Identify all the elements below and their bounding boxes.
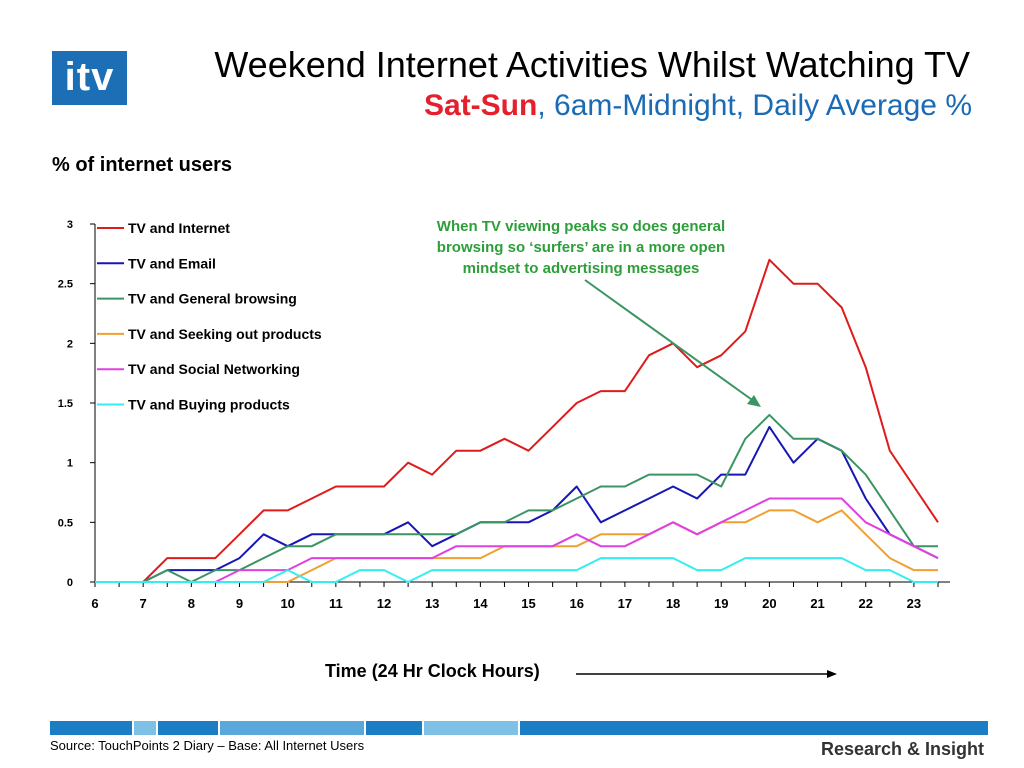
series-line-6 [95, 557, 938, 583]
y-tick-label: 1 [67, 458, 73, 470]
chart-annotation: When TV viewing peaks so does general br… [436, 218, 726, 277]
x-tick-label: 10 [280, 596, 294, 611]
chart-series [95, 258, 939, 583]
x-tick-label: 20 [762, 596, 776, 611]
x-tick-label: 15 [521, 596, 535, 611]
y-tick-label: 2.5 [58, 279, 73, 291]
legend-label: TV and Internet [128, 220, 230, 236]
y-tick-label: 3 [67, 219, 73, 231]
legend-label: TV and Email [128, 255, 216, 271]
series-line-3 [95, 413, 938, 583]
series-line-5 [95, 497, 939, 583]
x-tick-label: 16 [569, 596, 583, 611]
x-tick-label: 6 [91, 596, 98, 611]
legend-label: TV and Buying products [128, 397, 290, 413]
annotation-arrow [584, 279, 761, 407]
x-tick-label: 21 [810, 596, 824, 611]
x-tick-label: 14 [473, 596, 488, 611]
x-tick-label: 18 [666, 596, 680, 611]
chart-legend: TV and Internet TV and Email TV and Genera… [97, 220, 322, 413]
x-tick-label: 13 [425, 596, 439, 611]
y-tick-label: 1.5 [58, 398, 73, 410]
subtitle-highlight: Sat-Sun [424, 89, 538, 122]
page-subtitle: Sat-Sun, 6am-Midnight, Daily Average % [424, 88, 972, 124]
brand-label: Research & Insight [820, 739, 984, 759]
x-tick-label: 19 [714, 596, 728, 611]
itv-logo: itv [52, 51, 127, 105]
footer-bar [50, 721, 988, 735]
subtitle-rest: , 6am-Midnight, Daily Average % [537, 89, 972, 122]
y-tick-label: 0 [67, 577, 73, 589]
chart-axes: 0 0.5 1 1.5 2 2.5 3 6 7 8 9 10 11 12 13 14 15 16 17 18 19 20 2… [58, 219, 950, 611]
page-title: Weekend Internet Activities Whilst Watch… [214, 44, 970, 85]
x-tick-label: 8 [188, 596, 195, 611]
legend-label: TV and Seeking out products [128, 326, 322, 342]
source-note: Source: TouchPoints 2 Diary – Base: All … [50, 738, 365, 753]
x-tick-label: 17 [618, 596, 632, 611]
x-tick-label: 12 [377, 596, 391, 611]
x-tick-label: 7 [140, 596, 147, 611]
x-tick-label: 23 [907, 596, 921, 611]
x-tick-label: 11 [329, 596, 343, 611]
series-line-1 [95, 258, 939, 583]
y-axis-heading: % of internet users [52, 154, 233, 176]
x-axis-title: Time (24 Hr Clock Hours) [325, 661, 540, 681]
y-tick-label: 0.5 [58, 517, 73, 529]
legend-label: TV and Social Networking [128, 361, 300, 377]
x-tick-label: 9 [236, 596, 243, 611]
series-line-2 [95, 425, 939, 583]
x-tick-label: 22 [859, 596, 873, 611]
legend-label: TV and General browsing [128, 291, 297, 307]
y-tick-label: 2 [67, 338, 73, 350]
x-axis-arrow [576, 670, 837, 678]
